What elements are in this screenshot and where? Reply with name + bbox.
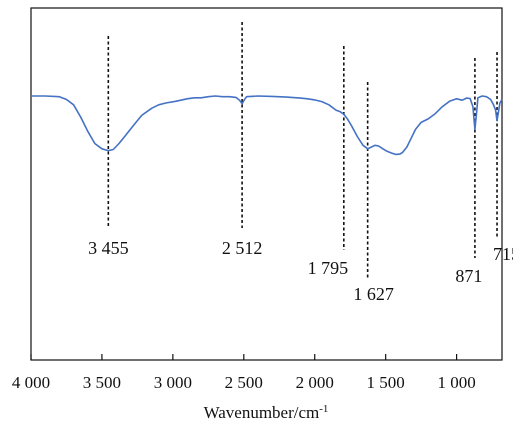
peak-label: 2 512 (222, 238, 263, 258)
x-tick-label: 2 000 (296, 373, 334, 392)
x-tick-label: 4 000 (12, 373, 50, 392)
x-tick-label: 3 000 (154, 373, 192, 392)
x-axis-tick-labels: 4 000 3 500 3 000 2 500 2 000 1 500 1 000 (12, 373, 476, 392)
peak-label: 3 455 (88, 238, 129, 258)
peak-label: 1 795 (308, 258, 349, 278)
peak-marker-lines (107, 22, 498, 278)
spectrum-line (31, 95, 503, 156)
x-tick-label: 2 500 (225, 373, 263, 392)
x-tick-label: 1 000 (437, 373, 475, 392)
peak-label: 871 (455, 266, 482, 286)
x-axis-ticks (30, 354, 458, 360)
peak-label: 715 (493, 244, 513, 264)
x-tick-label: 3 500 (83, 373, 121, 392)
x-axis-title: Wavenumber/cm-1 (204, 403, 329, 422)
peak-label: 1 627 (353, 284, 394, 304)
x-tick-label: 1 500 (367, 373, 405, 392)
plot-frame (30, 7, 503, 361)
